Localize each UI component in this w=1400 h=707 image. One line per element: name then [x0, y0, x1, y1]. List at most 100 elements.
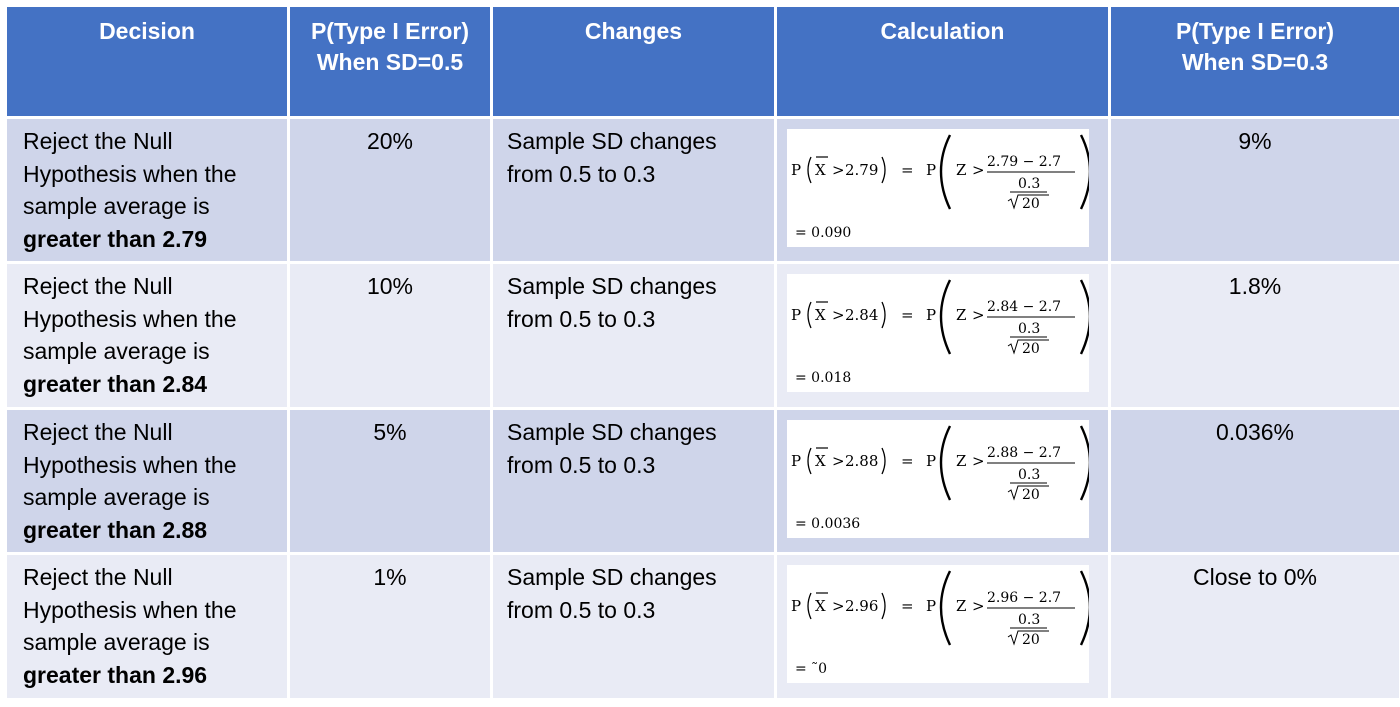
p-error-sd05-cell: 1%	[290, 555, 490, 698]
formula-right-paren	[881, 447, 886, 475]
decision-line: Hypothesis when the	[23, 160, 237, 187]
changes-line: from 0.5 to 0.3	[507, 596, 656, 623]
formula-p: P	[791, 161, 801, 179]
formula-big-left-paren	[939, 134, 952, 210]
p-error-sd05-value: 5%	[373, 419, 407, 445]
formula-p: P	[791, 306, 801, 324]
formula-numerator: 2.84 − 2.7	[987, 299, 1061, 315]
formula-p: P	[791, 597, 801, 615]
formula-image: P X > 2.96 = P Z > 2.96 − 2.7 0.3 20 = ˜	[787, 565, 1089, 683]
p-error-sd03-cell: Close to 0%	[1111, 555, 1399, 698]
changes-line: Sample SD changes	[507, 128, 717, 154]
formula-gt2: >	[972, 597, 985, 615]
decision-line: Hypothesis when the	[23, 596, 237, 623]
formula-sqrt-sign	[1007, 630, 1049, 646]
p-error-sd03-cell: 0.036%	[1111, 410, 1399, 552]
changes-cell: Sample SD changes from 0.5 to 0.3	[493, 410, 774, 552]
formula-right-paren	[881, 301, 886, 329]
formula-den-sqrt: 20	[1022, 341, 1040, 357]
decision-line: sample average is	[23, 484, 210, 510]
formula-gt2: >	[972, 452, 985, 470]
formula-image: P X > 2.79 = P Z > 2.79 − 2.7 0.3 20 = 0	[787, 129, 1089, 247]
calculation-cell: P X > 2.88 = P Z > 2.88 − 2.7 0.3 20 = 0	[777, 410, 1108, 552]
header-calculation: Calculation	[777, 7, 1108, 116]
formula-p2: P	[926, 306, 936, 324]
header-p-error-sd05-line1: P(Type I Error)	[310, 18, 470, 44]
header-p-error-sd05-line2: When SD=0.5	[316, 49, 464, 75]
formula-left-paren	[807, 447, 812, 475]
formula-den-num: 0.3	[1018, 321, 1040, 337]
formula-den-num: 0.3	[1018, 467, 1040, 483]
p-error-sd05-value: 10%	[366, 273, 414, 299]
formula-svg: P X > 2.88 = P Z > 2.88 − 2.7 0.3 20 = 0	[791, 425, 1089, 532]
calculation-cell: P X > 2.96 = P Z > 2.96 − 2.7 0.3 20 = ˜	[777, 555, 1108, 698]
formula-gt: >	[832, 452, 845, 470]
formula-gt: >	[832, 161, 845, 179]
decision-threshold: greater than 2.79	[23, 225, 208, 252]
formula-threshold: 2.96	[845, 597, 878, 615]
decision-line: sample average is	[23, 629, 210, 655]
formula-z: Z	[956, 452, 966, 470]
decision-cell: Reject the Null Hypothesis when the samp…	[7, 264, 287, 407]
formula-big-right-paren	[1079, 570, 1089, 646]
formula-svg: P X > 2.96 = P Z > 2.96 − 2.7 0.3 20 = ˜	[791, 570, 1089, 677]
changes-line: Sample SD changes	[507, 419, 717, 445]
formula-right-paren	[881, 156, 886, 184]
formula-den-sqrt: 20	[1022, 632, 1040, 648]
decision-cell: Reject the Null Hypothesis when the samp…	[7, 555, 287, 698]
changes-cell: Sample SD changes from 0.5 to 0.3	[493, 264, 774, 407]
changes-cell: Sample SD changes from 0.5 to 0.3	[493, 119, 774, 261]
formula-p2: P	[926, 597, 936, 615]
p-error-sd03-value: 1.8%	[1228, 273, 1282, 299]
formula-threshold: 2.88	[845, 452, 878, 470]
calculation-cell: P X > 2.84 = P Z > 2.84 − 2.7 0.3 20 = 0	[777, 264, 1108, 407]
header-calculation-label: Calculation	[880, 18, 1005, 44]
decision-line: sample average is	[23, 338, 210, 364]
changes-cell: Sample SD changes from 0.5 to 0.3	[493, 555, 774, 698]
formula-result: = 0.018	[795, 370, 851, 386]
decision-line: sample average is	[23, 193, 210, 219]
error-table: Decision P(Type I Error) When SD=0.5 Cha…	[7, 7, 1399, 698]
changes-line: Sample SD changes	[507, 273, 717, 299]
p-error-sd03-value: 9%	[1238, 128, 1272, 154]
formula-eq: =	[901, 597, 914, 615]
calculation-cell: P X > 2.79 = P Z > 2.79 − 2.7 0.3 20 = 0	[777, 119, 1108, 261]
formula-left-paren	[807, 301, 812, 329]
decision-line: Hypothesis when the	[23, 451, 237, 478]
formula-right-paren	[881, 592, 886, 620]
formula-gt: >	[832, 306, 845, 324]
formula-gt: >	[832, 597, 845, 615]
formula-left-paren	[807, 156, 812, 184]
formula-eq: =	[901, 306, 914, 324]
decision-cell: Reject the Null Hypothesis when the samp…	[7, 119, 287, 261]
formula-eq: =	[901, 452, 914, 470]
formula-gt2: >	[972, 306, 985, 324]
formula-result: = 0.090	[795, 225, 851, 241]
p-error-sd03-cell: 9%	[1111, 119, 1399, 261]
formula-big-right-paren	[1079, 279, 1089, 355]
formula-gt2: >	[972, 161, 985, 179]
formula-big-left-paren	[939, 279, 952, 355]
formula-xbar: X	[815, 306, 826, 324]
formula-eq: =	[901, 161, 914, 179]
formula-numerator: 2.88 − 2.7	[987, 445, 1061, 461]
p-error-sd03-value: Close to 0%	[1192, 564, 1317, 590]
header-p-error-sd03-line2: When SD=0.3	[1181, 49, 1329, 75]
p-error-sd05-value: 1%	[373, 564, 407, 590]
decision-line: Reject the Null	[23, 273, 173, 299]
formula-big-right-paren	[1079, 134, 1089, 210]
header-decision-label: Decision	[99, 18, 195, 44]
decision-line: Reject the Null	[23, 419, 173, 445]
p-error-sd05-cell: 10%	[290, 264, 490, 407]
formula-threshold: 2.79	[845, 161, 878, 179]
formula-image: P X > 2.88 = P Z > 2.88 − 2.7 0.3 20 = 0	[787, 420, 1089, 538]
changes-line: from 0.5 to 0.3	[507, 451, 656, 478]
decision-line: Reject the Null	[23, 128, 173, 154]
formula-den-sqrt: 20	[1022, 487, 1040, 503]
formula-left-paren	[807, 592, 812, 620]
formula-xbar: X	[815, 597, 826, 615]
changes-line: Sample SD changes	[507, 564, 717, 590]
formula-sqrt-sign	[1007, 339, 1049, 355]
formula-numerator: 2.96 − 2.7	[987, 590, 1061, 606]
changes-line: from 0.5 to 0.3	[507, 160, 656, 187]
